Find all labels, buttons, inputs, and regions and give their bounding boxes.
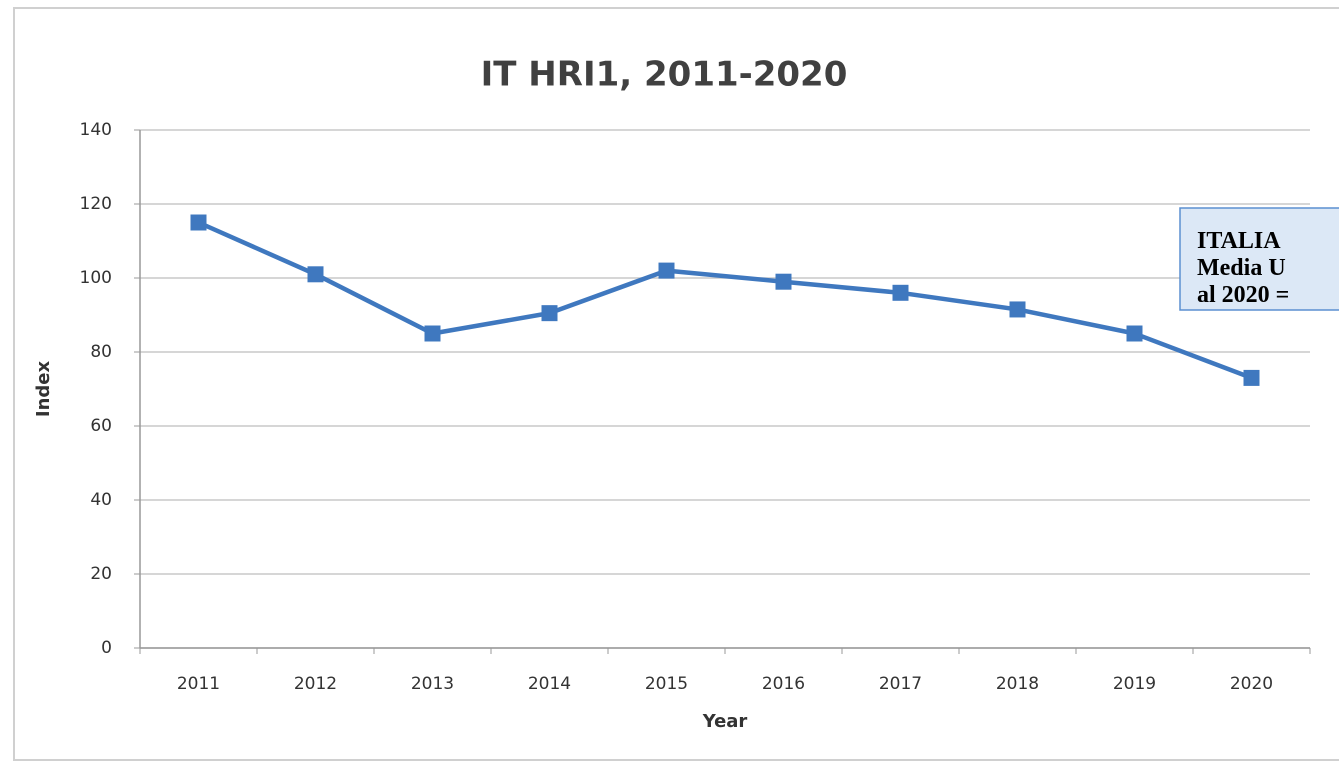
x-tick-label: 2020	[1230, 674, 1273, 694]
y-axis-label: Index	[33, 361, 54, 418]
data-point	[1009, 301, 1026, 318]
x-tick-label: 2013	[411, 674, 454, 694]
data-point	[658, 262, 675, 279]
data-point	[1126, 325, 1143, 342]
x-tick-label: 2015	[645, 674, 688, 694]
y-tick-label: 140	[80, 120, 112, 140]
annotation-text: al 2020 =	[1197, 282, 1289, 308]
data-point	[307, 266, 324, 283]
data-point	[892, 284, 909, 301]
data-point	[775, 273, 792, 290]
data-point	[190, 214, 207, 231]
y-tick-label: 20	[90, 564, 112, 584]
y-tick-label: 120	[80, 194, 112, 214]
data-point	[1243, 369, 1260, 386]
y-tick-label: 40	[90, 490, 112, 510]
y-tick-label: 100	[80, 268, 112, 288]
annotation-text: Media U	[1197, 255, 1286, 281]
y-tick-label: 0	[101, 638, 112, 658]
x-tick-label: 2014	[528, 674, 571, 694]
annotation-text: ITALIA	[1197, 228, 1281, 254]
data-point	[541, 305, 558, 322]
x-tick-label: 2011	[177, 674, 220, 694]
chart-title: IT HRI1, 2011-2020	[481, 55, 848, 95]
data-point	[424, 325, 441, 342]
x-tick-label: 2017	[879, 674, 922, 694]
x-tick-label: 2018	[996, 674, 1039, 694]
x-tick-label: 2016	[762, 674, 805, 694]
x-tick-label: 2019	[1113, 674, 1156, 694]
y-tick-label: 60	[90, 416, 112, 436]
y-tick-label: 80	[90, 342, 112, 362]
x-axis-label: Year	[702, 711, 748, 732]
annotation-box	[1179, 207, 1339, 311]
chart-frame	[13, 7, 1339, 761]
series-line	[197, 220, 1253, 381]
x-tick-label: 2012	[294, 674, 337, 694]
